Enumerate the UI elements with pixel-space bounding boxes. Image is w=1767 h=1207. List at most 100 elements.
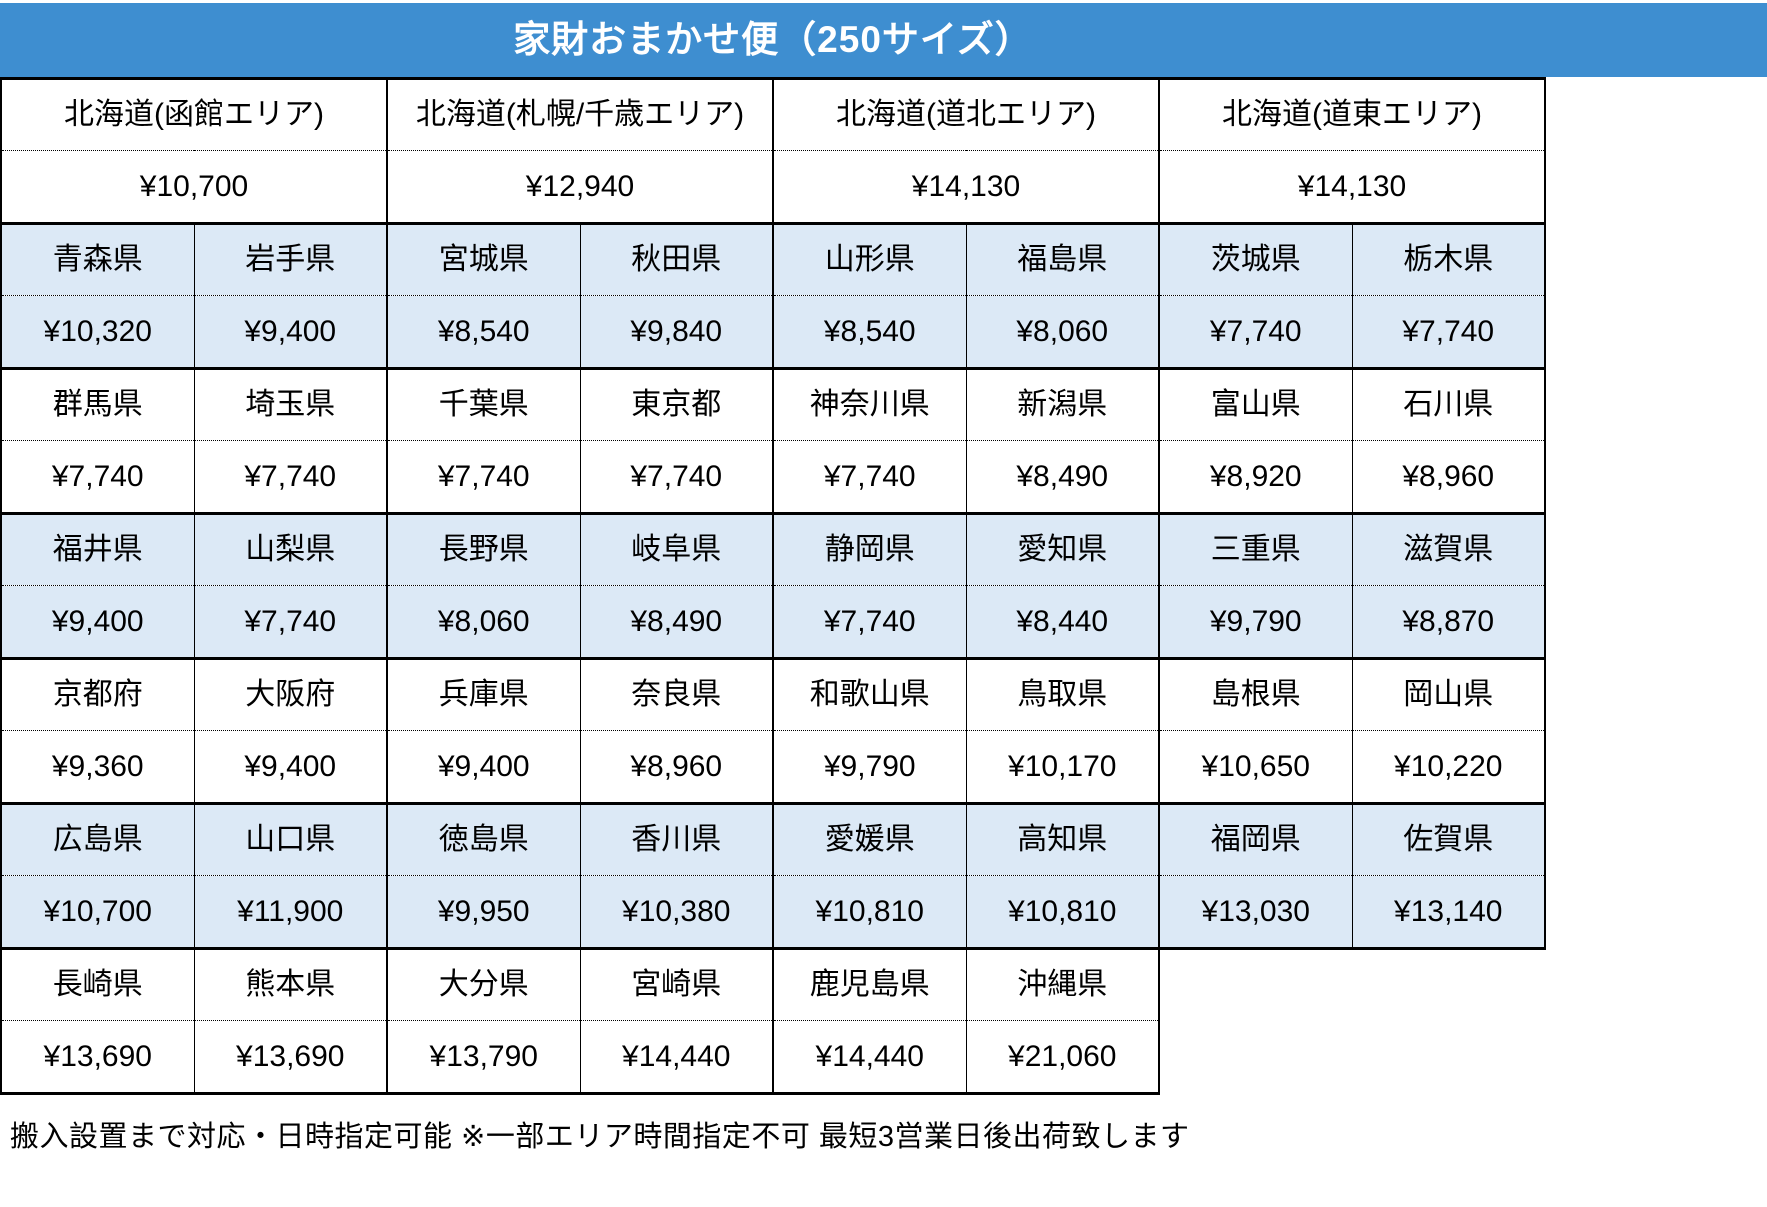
prefecture-name-cell: 愛知県 (965, 512, 1160, 586)
hokkaido-area-header-row: 北海道(函館エリア) 北海道(札幌/千歳エリア) 北海道(道北エリア) 北海道(道東エ… (0, 77, 1546, 151)
prefecture-price-cell: ¥7,740 (1158, 295, 1353, 369)
prefecture-name-cell: 高知県 (965, 802, 1160, 876)
empty-region (1159, 947, 1545, 1094)
prefecture-price-cell: ¥10,810 (965, 875, 1160, 949)
prefecture-name-row: 福井県 山梨県 長野県 岐阜県 静岡県 愛知県 三重県 滋賀県 (0, 512, 1546, 586)
prefecture-name-cell: 山口県 (193, 802, 388, 876)
prefecture-price-cell: ¥8,870 (1351, 585, 1546, 659)
hokkaido-area-name-cell: 北海道(道東エリア) (1158, 77, 1546, 151)
prefecture-name-cell: 三重県 (1158, 512, 1353, 586)
prefecture-name-row: 広島県 山口県 徳島県 香川県 愛媛県 高知県 福岡県 佐賀県 (0, 802, 1546, 876)
prefecture-price-cell: ¥9,790 (1158, 585, 1353, 659)
prefecture-name-cell: 徳島県 (386, 802, 581, 876)
prefecture-price-cell: ¥8,060 (386, 585, 581, 659)
prefecture-price-cell: ¥21,060 (965, 1020, 1160, 1095)
prefecture-name-cell: 山形県 (772, 222, 967, 296)
prefecture-name-cell: 島根県 (1158, 657, 1353, 731)
prefecture-price-cell: ¥8,960 (579, 730, 774, 804)
prefecture-name-cell: 長野県 (386, 512, 581, 586)
prefecture-price-cell: ¥13,690 (0, 1020, 195, 1095)
prefecture-price-row: ¥7,740 ¥7,740 ¥7,740 ¥7,740 ¥7,740 ¥8,490 ¥8,9… (0, 440, 1546, 514)
prefecture-name-cell: 鳥取県 (965, 657, 1160, 731)
prefecture-price-cell: ¥9,840 (579, 295, 774, 369)
prefecture-price-row: ¥13,690 ¥13,690 ¥13,790 ¥14,440 ¥14,440 ¥21,0… (0, 1020, 1545, 1095)
prefecture-price-cell: ¥10,220 (1351, 730, 1546, 804)
prefecture-name-cell: 沖縄県 (965, 947, 1160, 1021)
prefecture-price-cell: ¥10,650 (1158, 730, 1353, 804)
prefecture-name-cell: 福島県 (965, 222, 1160, 296)
prefecture-price-cell: ¥13,030 (1158, 875, 1353, 949)
prefecture-price-cell: ¥8,060 (965, 295, 1160, 369)
prefecture-price-cell: ¥7,740 (193, 585, 388, 659)
prefecture-name-cell: 秋田県 (579, 222, 774, 296)
footer-note: 搬入設置まで対応・日時指定可能 ※一部エリア時間指定不可 最短3営業日後出荷致し… (10, 1121, 1190, 1153)
prefecture-name-cell: 福岡県 (1158, 802, 1353, 876)
prefecture-name-cell: 神奈川県 (772, 367, 967, 441)
prefecture-price-cell: ¥8,540 (772, 295, 967, 369)
prefecture-price-cell: ¥9,360 (0, 730, 195, 804)
prefecture-name-cell: 広島県 (0, 802, 195, 876)
shipping-rate-sheet: 家財おまかせ便（250サイズ） 北海道(函館エリア) 北海道(札幌/千歳エリア) 北… (0, 3, 1767, 1155)
prefecture-name-row: 群馬県 埼玉県 千葉県 東京都 神奈川県 新潟県 富山県 石川県 (0, 367, 1546, 441)
hokkaido-area-price-cell: ¥14,130 (1158, 150, 1546, 224)
prefecture-price-cell: ¥7,740 (386, 440, 581, 514)
prefecture-price-cell: ¥14,440 (579, 1020, 774, 1095)
hokkaido-area-price-row: ¥10,700 ¥12,940 ¥14,130 ¥14,130 (0, 150, 1546, 224)
prefecture-name-cell: 山梨県 (193, 512, 388, 586)
prefecture-price-cell: ¥9,790 (772, 730, 967, 804)
prefecture-price-row: ¥10,320 ¥9,400 ¥8,540 ¥9,840 ¥8,540 ¥8,060 ¥7,… (0, 295, 1546, 369)
prefecture-price-row: ¥9,360 ¥9,400 ¥9,400 ¥8,960 ¥9,790 ¥10,170 ¥10… (0, 730, 1546, 804)
prefecture-name-row: 京都府 大阪府 兵庫県 奈良県 和歌山県 鳥取県 島根県 岡山県 (0, 657, 1546, 731)
prefecture-name-cell: 東京都 (579, 367, 774, 441)
prefecture-name-cell: 新潟県 (965, 367, 1160, 441)
prefecture-price-cell: ¥9,400 (386, 730, 581, 804)
prefecture-price-cell: ¥7,740 (1351, 295, 1546, 369)
prefecture-name-cell: 熊本県 (193, 947, 388, 1021)
prefecture-price-cell: ¥13,690 (193, 1020, 388, 1095)
prefecture-name-cell: 愛媛県 (772, 802, 967, 876)
prefecture-name-cell: 大分県 (386, 947, 581, 1021)
prefecture-price-cell: ¥10,320 (0, 295, 195, 369)
prefecture-price-cell: ¥8,540 (386, 295, 581, 369)
prefecture-price-cell: ¥9,950 (386, 875, 581, 949)
prefecture-price-cell: ¥7,740 (0, 440, 195, 514)
prefecture-price-cell: ¥9,400 (193, 295, 388, 369)
hokkaido-area-name-cell: 北海道(道北エリア) (772, 77, 1160, 151)
prefecture-price-cell: ¥10,170 (965, 730, 1160, 804)
hokkaido-area-name-cell: 北海道(札幌/千歳エリア) (386, 77, 774, 151)
prefecture-price-cell: ¥8,440 (965, 585, 1160, 659)
prefecture-name-cell: 大阪府 (193, 657, 388, 731)
prefecture-price-cell: ¥8,490 (579, 585, 774, 659)
prefecture-name-cell: 香川県 (579, 802, 774, 876)
prefecture-price-row: ¥9,400 ¥7,740 ¥8,060 ¥8,490 ¥7,740 ¥8,440 ¥9,7… (0, 585, 1546, 659)
prefecture-name-row: 長崎県 熊本県 大分県 宮崎県 鹿児島県 沖縄県 (0, 947, 1545, 1094)
prefecture-name-cell: 佐賀県 (1351, 802, 1546, 876)
prefecture-name-cell: 千葉県 (386, 367, 581, 441)
title-bar: 家財おまかせ便（250サイズ） (0, 3, 1767, 77)
prefecture-price-cell: ¥7,740 (193, 440, 388, 514)
prefecture-name-cell: 栃木県 (1351, 222, 1546, 296)
prefecture-price-cell: ¥11,900 (193, 875, 388, 949)
prefecture-price-cell: ¥7,740 (579, 440, 774, 514)
prefecture-price-cell: ¥14,440 (772, 1020, 967, 1095)
prefecture-name-cell: 富山県 (1158, 367, 1353, 441)
prefecture-price-row: ¥10,700 ¥11,900 ¥9,950 ¥10,380 ¥10,810 ¥10,81… (0, 875, 1546, 949)
prefecture-name-cell: 福井県 (0, 512, 195, 586)
prefecture-name-cell: 岩手県 (193, 222, 388, 296)
prefecture-name-cell: 石川県 (1351, 367, 1546, 441)
prefecture-price-cell: ¥8,960 (1351, 440, 1546, 514)
hokkaido-area-price-cell: ¥10,700 (0, 150, 388, 224)
prefecture-price-cell: ¥8,920 (1158, 440, 1353, 514)
prefecture-name-cell: 滋賀県 (1351, 512, 1546, 586)
prefecture-price-cell: ¥13,140 (1351, 875, 1546, 949)
prefecture-name-cell: 宮城県 (386, 222, 581, 296)
prefecture-name-cell: 埼玉県 (193, 367, 388, 441)
prefecture-name-cell: 鹿児島県 (772, 947, 967, 1021)
prefecture-price-cell: ¥7,740 (772, 440, 967, 514)
prefecture-name-cell: 群馬県 (0, 367, 195, 441)
hokkaido-area-name-cell: 北海道(函館エリア) (0, 77, 388, 151)
prefecture-name-cell: 青森県 (0, 222, 195, 296)
prefecture-name-cell: 宮崎県 (579, 947, 774, 1021)
prefecture-name-cell: 奈良県 (579, 657, 774, 731)
prefecture-price-cell: ¥8,490 (965, 440, 1160, 514)
